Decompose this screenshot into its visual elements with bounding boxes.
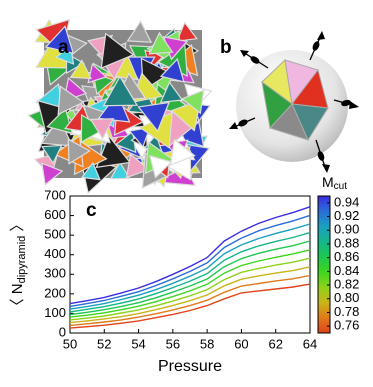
particle: [175, 21, 198, 42]
particle: [41, 162, 64, 186]
x-tick-label: 64: [303, 336, 317, 351]
colorbar-tick-label: 0.84: [334, 263, 359, 278]
colorbar-tick-label: 0.76: [334, 318, 359, 333]
particle: [181, 89, 205, 115]
y-label-part: 〈 N: [9, 283, 26, 313]
x-tick-label: 50: [63, 336, 77, 351]
series-line: [69, 214, 311, 308]
colorbar-tick-label: 0.82: [334, 276, 359, 291]
y-label-part: 〉: [9, 217, 26, 236]
y-tick-label: 0: [59, 324, 66, 339]
cb-label-sub: cut: [334, 181, 348, 192]
y-axis-label: 〈 Ndipyramid 〉: [9, 217, 28, 314]
particle: [159, 81, 184, 104]
particle: [128, 126, 151, 148]
particle: [159, 57, 185, 83]
panel-label: c: [86, 200, 97, 221]
colorbar-tick-label: 0.90: [334, 222, 359, 237]
panel-label: b: [220, 37, 232, 58]
packing-render: [27, 18, 213, 195]
particle: [126, 20, 153, 43]
y-tick-label: 400: [44, 246, 66, 261]
particle: [170, 99, 202, 132]
x-tick-label: 58: [200, 336, 214, 351]
colorbar-tick-label: 0.94: [334, 194, 359, 209]
particle: [57, 85, 85, 116]
colorbar-tick-label: 0.78: [334, 304, 359, 319]
particle: [169, 138, 196, 166]
y-tick-label: 200: [44, 285, 66, 300]
series-line: [69, 283, 311, 329]
particle: [89, 118, 115, 140]
y-tick-label: 500: [44, 227, 66, 242]
colorbar-tick-label: 0.92: [334, 208, 359, 223]
particle: [100, 32, 135, 70]
series-line: [69, 257, 311, 321]
series-line: [69, 206, 311, 305]
y-tick-label: 600: [44, 207, 66, 222]
x-tick-label: 52: [97, 336, 111, 351]
particle: [137, 101, 170, 133]
y-tick-label: 700: [44, 187, 66, 202]
particle: [109, 160, 131, 180]
y-tick-label: 300: [44, 266, 66, 281]
particle: [102, 75, 139, 107]
series-line: [69, 266, 311, 324]
y-tick-label: 100: [44, 305, 66, 320]
colorbar-tick-label: 0.88: [334, 235, 359, 250]
series-line: [69, 249, 311, 318]
panel-label: a: [58, 37, 69, 58]
y-label-sub: dipyramid: [16, 236, 28, 284]
x-tick-label: 62: [268, 336, 282, 351]
x-tick-label: 60: [234, 336, 248, 351]
particle: [67, 138, 91, 165]
face: [261, 80, 293, 130]
arrow-heads: [229, 31, 359, 173]
particle: [80, 161, 101, 181]
series-line: [69, 240, 311, 316]
colorbar-tick-label: 0.80: [334, 290, 359, 305]
bipyramid-render: [229, 31, 359, 173]
series-line: [69, 231, 311, 313]
cb-label-main: M: [322, 174, 334, 190]
colorbar-label: Mcut: [322, 174, 347, 192]
series-line: [69, 223, 311, 310]
particle: [149, 155, 173, 179]
series-line: [69, 274, 311, 327]
particle: [125, 153, 150, 179]
particle: [87, 63, 108, 84]
x-tick-label: 56: [166, 336, 180, 351]
plot-frame: [69, 195, 311, 334]
particle: [69, 59, 93, 80]
particle: [148, 31, 174, 55]
particle: [41, 144, 63, 165]
colorbar-tick-label: 0.86: [334, 249, 359, 264]
x-axis-label: Pressure: [158, 358, 222, 375]
x-tick-label: 54: [131, 336, 145, 351]
particle: [44, 25, 75, 55]
